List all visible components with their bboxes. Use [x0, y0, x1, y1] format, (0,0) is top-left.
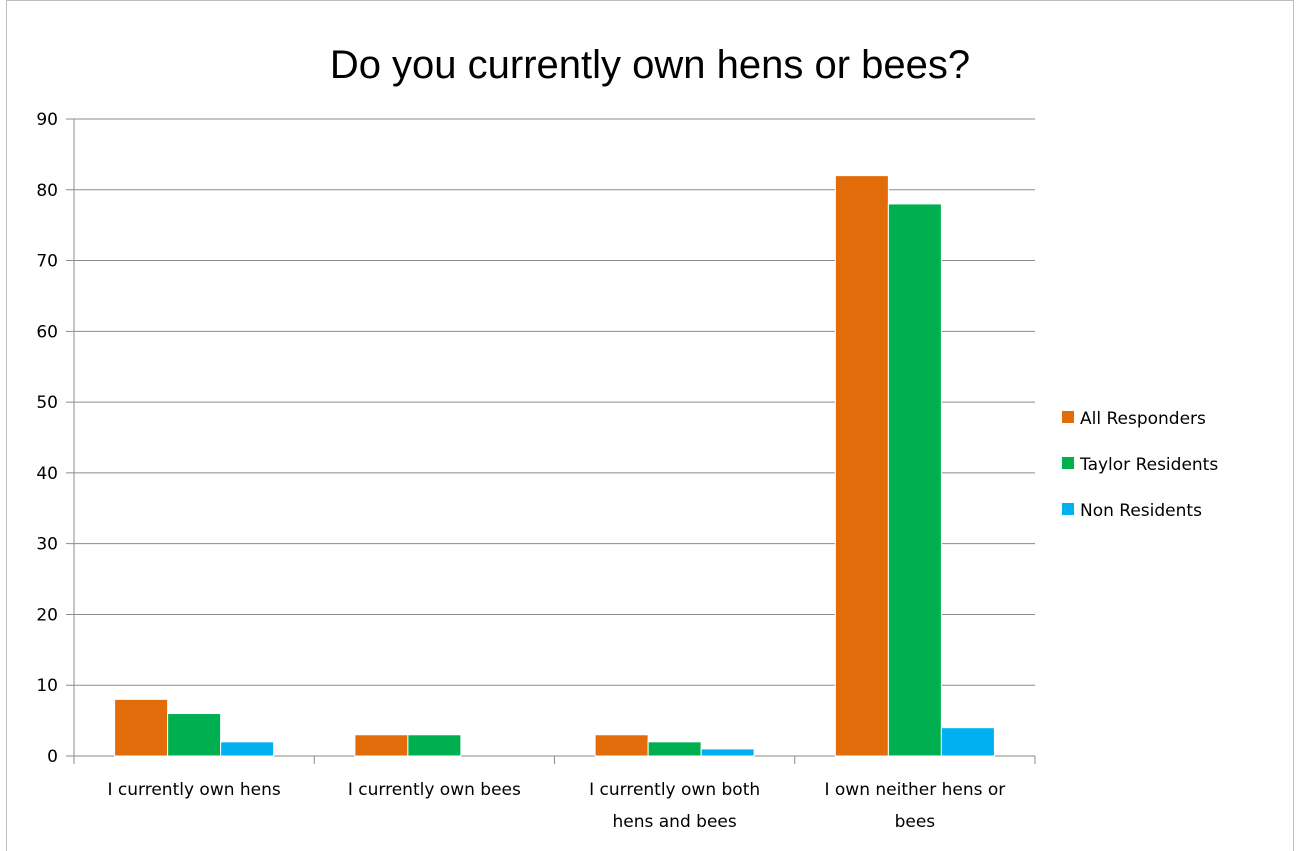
y-tick-label-70: 70 — [36, 252, 58, 272]
y-axis: 0 10 20 30 40 50 60 70 80 90 — [36, 110, 75, 767]
y-tick-label-60: 60 — [36, 322, 58, 342]
bar-0-2 — [594, 734, 649, 757]
bar-1-2 — [647, 741, 702, 757]
x-category-label-2-1: hens and bees — [613, 812, 737, 832]
legend-swatch-0 — [1062, 411, 1074, 423]
x-category-label-2-0: I currently own both — [589, 780, 760, 800]
bar-0-0 — [114, 698, 169, 757]
bar-2-3 — [940, 727, 995, 757]
y-tick-label-50: 50 — [36, 393, 58, 413]
legend-swatch-2 — [1062, 503, 1074, 515]
legend-label-2: Non Residents — [1080, 501, 1202, 521]
y-tick-label-90: 90 — [36, 110, 58, 130]
y-tick-label-80: 80 — [36, 181, 58, 201]
x-category-label-3-1: bees — [895, 812, 936, 832]
bars — [114, 175, 995, 757]
legend-label-0: All Responders — [1080, 409, 1206, 429]
bar-0-3 — [834, 175, 889, 757]
chart-title: Do you currently own hens or bees? — [330, 43, 970, 87]
y-tick-label-10: 10 — [36, 676, 58, 696]
x-category-label-0-0: I currently own hens — [107, 780, 280, 800]
chart-frame — [6, 0, 1294, 851]
x-axis: I currently own hens I currently own bees… — [73, 756, 1036, 832]
y-tick-label-40: 40 — [36, 464, 58, 484]
bar-2-0 — [220, 741, 275, 757]
bar-0-1 — [354, 734, 409, 757]
legend: All Responders Taylor Residents Non Reside… — [1062, 409, 1218, 521]
bar-1-0 — [167, 713, 222, 757]
x-category-label-3-0: I own neither hens or — [824, 780, 1005, 800]
x-category-label-1-0: I currently own bees — [348, 780, 521, 800]
y-tick-label-30: 30 — [36, 535, 58, 555]
legend-swatch-1 — [1062, 457, 1074, 469]
bar-2-2 — [700, 748, 755, 757]
y-tick-label-0: 0 — [47, 747, 58, 767]
bar-1-1 — [407, 734, 462, 757]
legend-label-1: Taylor Residents — [1079, 455, 1218, 475]
y-tick-label-20: 20 — [36, 605, 58, 625]
bar-1-3 — [887, 203, 942, 757]
